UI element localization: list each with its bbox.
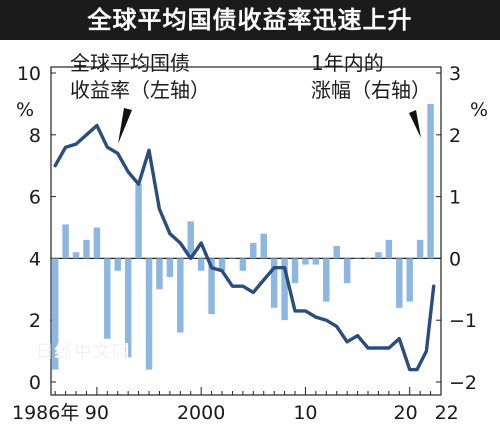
- right-axis-tick-label: −1: [449, 310, 477, 332]
- right-axis-tick-label: 0: [449, 248, 461, 270]
- left-axis-tick-label: 10: [17, 63, 41, 85]
- change-bar: [323, 258, 330, 302]
- change-bar: [124, 258, 132, 358]
- bar-annotation-text: 1年内的: [311, 51, 384, 75]
- change-bar: [72, 252, 80, 259]
- left-axis-tick-label: 8: [29, 125, 41, 147]
- plot-frame: [50, 66, 442, 396]
- change-bar: [343, 258, 351, 284]
- x-axis-tick-label: 22: [435, 402, 459, 424]
- change-bar: [145, 258, 153, 370]
- line-annotation-pointer: [118, 108, 132, 144]
- change-bar: [375, 252, 382, 259]
- x-axis-tick-label: 2000: [177, 402, 225, 424]
- right-axis-tick-label: 1: [449, 187, 461, 209]
- change-bar: [396, 258, 403, 308]
- bar-annotation-text: 涨幅（右轴）: [311, 78, 431, 102]
- change-bar: [104, 258, 111, 339]
- change-bar: [208, 258, 215, 315]
- left-axis-tick-label: 6: [29, 187, 41, 209]
- change-bar: [239, 258, 247, 271]
- change-bar: [364, 258, 372, 259]
- change-bar: [250, 242, 257, 259]
- change-bar: [197, 258, 205, 271]
- left-axis-tick-label: 4: [29, 248, 41, 270]
- right-axis-tick-label: 2: [449, 125, 461, 147]
- change-bar: [354, 258, 361, 259]
- change-bar: [229, 258, 236, 259]
- change-bar: [51, 258, 59, 370]
- left-axis-unit: %: [16, 99, 34, 121]
- bar-annotation-pointer: [409, 110, 421, 138]
- change-bar: [187, 221, 194, 259]
- x-axis-tick-label: 20: [394, 402, 418, 424]
- change-bar: [156, 258, 163, 290]
- change-bar: [270, 258, 278, 308]
- x-axis-tick-label: 1986年: [12, 402, 79, 424]
- title-bar: [0, 0, 500, 40]
- change-bar: [385, 239, 393, 259]
- change-bar: [218, 258, 226, 271]
- chart-title: 全球平均国债收益率迅速上升: [87, 6, 413, 34]
- change-bar: [83, 239, 90, 259]
- line-annotation-text: 全球平均国债: [70, 51, 190, 75]
- change-bar: [62, 224, 69, 259]
- right-axis-unit: %: [470, 99, 488, 121]
- change-bar: [302, 258, 309, 265]
- change-bar: [114, 258, 121, 271]
- x-axis-tick-label: 90: [85, 402, 109, 424]
- watermark-text: 日经中文网: [36, 341, 131, 362]
- x-axis-tick-label: 10: [293, 402, 317, 424]
- change-bar: [260, 233, 267, 259]
- right-axis-tick-label: 3: [449, 63, 461, 85]
- change-bar: [291, 258, 299, 284]
- right-axis-tick-label: −2: [449, 372, 477, 394]
- change-bar: [406, 258, 413, 302]
- change-bar: [427, 103, 434, 259]
- change-bar: [166, 258, 174, 277]
- change-bar: [135, 184, 142, 259]
- change-bar: [281, 258, 288, 321]
- yield-line: [53, 123, 436, 372]
- change-bar: [312, 258, 320, 265]
- change-bar: [416, 239, 424, 259]
- left-axis-tick-label: 0: [29, 372, 41, 394]
- line-annotation-text: 收益率（左轴）: [70, 78, 210, 102]
- left-axis-tick-label: 2: [29, 310, 41, 332]
- change-bar: [177, 258, 184, 333]
- change-bar: [333, 246, 340, 259]
- change-bar: [93, 227, 101, 259]
